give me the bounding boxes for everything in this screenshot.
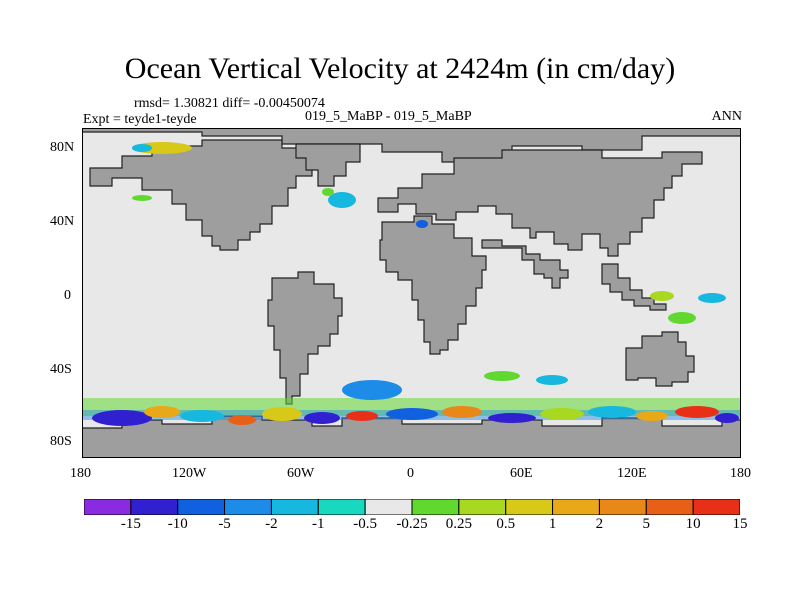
colorbar-label: 0.5 — [496, 516, 516, 532]
colorbar — [84, 499, 740, 515]
australia — [625, 331, 695, 387]
experiment-label: Expt = teyde1-teyde — [83, 112, 197, 127]
colorbar-swatch — [505, 499, 554, 515]
colorbar-label: 0.25 — [445, 516, 472, 532]
arctic-land — [82, 128, 741, 163]
colorbar-label: 1 — [548, 516, 557, 532]
lat-tick-40n: 40N — [50, 214, 75, 229]
velocity-anomaly-field — [82, 142, 741, 426]
lat-tick-40s: 40S — [50, 362, 72, 377]
south-america — [267, 271, 343, 405]
colorbar-label: 2 — [595, 516, 604, 532]
colorbar-label: -1 — [312, 516, 325, 532]
lat-tick-80s: 80S — [50, 434, 72, 449]
lat-tick-80n: 80N — [50, 140, 75, 155]
lon-tick-120e: 120E — [617, 466, 647, 481]
comparison-label: 019_5_MaBP - 019_5_MaBP — [305, 109, 472, 124]
lat-tick-0: 0 — [64, 288, 71, 303]
lon-tick-0: 0 — [407, 466, 414, 481]
colorbar-label: 10 — [685, 516, 701, 532]
eurasia — [377, 149, 703, 257]
colorbar-label: 5 — [642, 516, 651, 532]
colorbar-swatch — [598, 499, 647, 515]
arabia-india — [481, 239, 569, 289]
colorbar-swatch — [84, 499, 132, 515]
colorbar-label: 15 — [732, 516, 748, 532]
colorbar-label: -0.25 — [396, 516, 428, 532]
colorbar-label: -2 — [265, 516, 278, 532]
colorbar-swatch — [317, 499, 366, 515]
lon-tick-120w: 120W — [172, 466, 207, 481]
colorbar-swatch — [270, 499, 319, 515]
colorbar-swatch — [364, 499, 413, 515]
greenland — [295, 143, 361, 187]
season-label: ANN — [711, 109, 742, 124]
colorbar-swatch — [177, 499, 226, 515]
lon-tick-180w: 180 — [70, 466, 91, 481]
colorbar-label: -15 — [120, 516, 141, 532]
antarctica — [82, 415, 741, 458]
colorbar-label: -0.5 — [353, 516, 378, 532]
lon-tick-180e: 180 — [730, 466, 751, 481]
colorbar-swatch — [130, 499, 179, 515]
north-america — [89, 139, 313, 251]
lon-tick-60e: 60E — [510, 466, 533, 481]
stats-label: rmsd= 1.30821 diff= -0.00450074 — [134, 96, 325, 111]
colorbar-swatch — [645, 499, 694, 515]
colorbar-label: -10 — [167, 516, 188, 532]
colorbar-swatch — [692, 499, 740, 515]
map-panel — [82, 128, 741, 458]
colorbar-swatch — [411, 499, 460, 515]
colorbar-swatch — [224, 499, 272, 515]
map-border — [82, 128, 741, 458]
colorbar-swatch — [552, 499, 600, 515]
lon-tick-60w: 60W — [287, 466, 315, 481]
plot-title: Ocean Vertical Velocity at 2424m (in cm/… — [124, 52, 676, 85]
land-masses — [82, 128, 741, 458]
colorbar-label: -5 — [218, 516, 231, 532]
africa — [379, 215, 487, 355]
colorbar-swatch — [458, 499, 507, 515]
southeast-asia — [601, 263, 667, 311]
